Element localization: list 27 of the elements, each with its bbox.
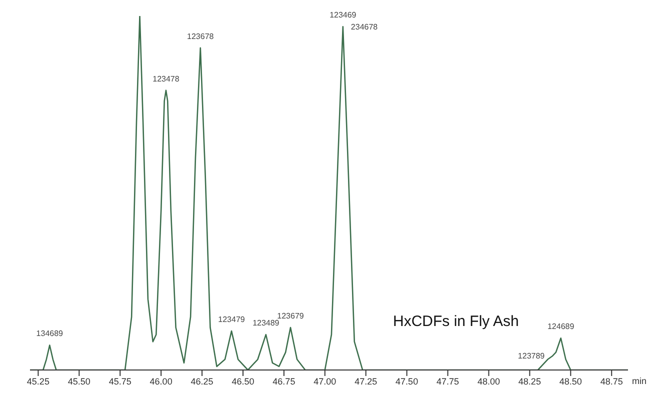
x-tick-label: 46.00 <box>150 376 172 386</box>
annotation: 134689 <box>36 329 64 338</box>
x-tick-label: 46.50 <box>232 376 254 386</box>
x-tick-label: 48.00 <box>477 376 500 386</box>
x-axis-title: min <box>632 376 647 386</box>
x-tick-label: 47.75 <box>436 376 460 386</box>
x-tick-label: 47.50 <box>396 376 418 386</box>
x-tick-label: 48.25 <box>518 376 541 386</box>
annotation: 123469 <box>330 10 357 20</box>
x-tick-label: 45.50 <box>68 376 90 386</box>
x-tick-label: 47.25 <box>354 376 378 386</box>
annotation: 234678 <box>350 22 378 32</box>
x-tick-label: 46.75 <box>272 376 296 386</box>
annotation: 123678 <box>187 32 214 41</box>
x-tick-label: 47.00 <box>314 376 336 386</box>
text: HxCDFs in Fly Ash <box>393 313 519 330</box>
x-tick-label: 46.25 <box>190 376 214 386</box>
annotation: 123789 <box>518 352 546 361</box>
annotation: 123679 <box>277 312 304 321</box>
annotation: 123478 <box>152 74 180 84</box>
x-tick-label: 48.50 <box>559 376 582 386</box>
annotation: 124689 <box>547 322 575 332</box>
annotation: 123489 <box>252 318 280 328</box>
x-tick-label: 48.75 <box>600 376 623 386</box>
x-tick-label: 45.25 <box>26 376 50 386</box>
x-tick-label: 45.75 <box>108 376 132 386</box>
annotation: 123479 <box>218 315 246 324</box>
